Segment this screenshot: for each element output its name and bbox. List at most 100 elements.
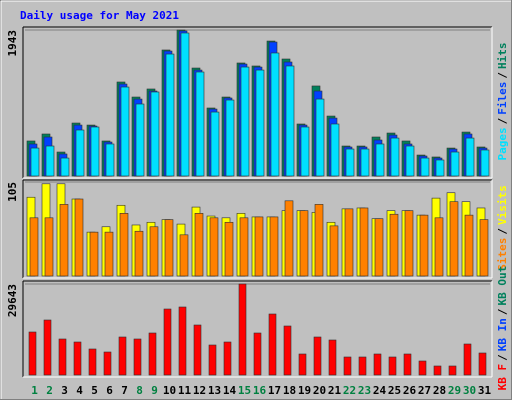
bar (103, 351, 112, 376)
bar (254, 216, 264, 277)
bar (358, 356, 367, 376)
bar (283, 325, 292, 376)
bar (59, 204, 69, 277)
bar (148, 332, 157, 376)
x-tick-label: 10 (163, 384, 176, 397)
bar (194, 213, 204, 277)
bar (195, 71, 205, 177)
bar (45, 145, 55, 177)
legend-entry: Files (496, 82, 509, 115)
bar (58, 338, 67, 376)
bar (479, 219, 489, 277)
bar (480, 149, 490, 177)
bar (73, 341, 82, 376)
bar (359, 207, 369, 277)
bar (163, 308, 172, 376)
bar (360, 148, 370, 177)
bar (420, 157, 430, 177)
legend: Sites / Visits (496, 185, 509, 271)
bar (88, 348, 97, 376)
bar (165, 53, 175, 177)
bar (328, 339, 337, 376)
chart-title: Daily usage for May 2021 (20, 9, 179, 22)
bar (315, 98, 325, 177)
x-tick-label: 18 (283, 384, 296, 397)
bar (253, 332, 262, 376)
bar (450, 151, 460, 177)
x-tick-label: 21 (328, 384, 342, 397)
legend-entry: Sites (496, 238, 509, 271)
bar (269, 216, 279, 277)
bar (329, 225, 339, 277)
bar (180, 32, 190, 177)
x-tick-label: 3 (61, 384, 68, 397)
bar (75, 129, 85, 177)
bar (90, 126, 100, 177)
bar (150, 91, 160, 177)
legend: Pages / Files / Hits (496, 43, 509, 161)
bar (74, 198, 84, 277)
bar (193, 324, 202, 376)
bar (314, 204, 324, 277)
x-tick-label: 23 (358, 384, 371, 397)
bar (60, 157, 70, 177)
legend-separator: / (496, 117, 509, 124)
x-tick-label: 16 (253, 384, 267, 397)
x-tick-label: 25 (388, 384, 401, 397)
bar (120, 86, 130, 177)
x-tick-label: 15 (238, 384, 251, 397)
bar (433, 365, 442, 376)
legend-entry: KB Out (496, 266, 509, 306)
bar (449, 201, 459, 277)
bar (463, 343, 472, 376)
bar (448, 365, 457, 376)
bar (104, 231, 114, 277)
x-tick-label: 2 (46, 384, 53, 397)
bar (208, 344, 217, 376)
x-tick-label: 9 (151, 384, 158, 397)
bar (239, 217, 249, 277)
bar (30, 147, 40, 177)
bar (375, 143, 385, 177)
bar (43, 319, 52, 376)
y-tick-label: 105 (6, 182, 19, 202)
bar (149, 226, 159, 277)
x-tick-label: 7 (121, 384, 128, 397)
legend-separator: / (496, 308, 509, 315)
legend-entry: Hits (496, 43, 509, 70)
bar (133, 338, 142, 376)
bar (465, 137, 475, 177)
x-tick-label: 12 (193, 384, 206, 397)
x-tick-label: 11 (178, 384, 192, 397)
bar (435, 159, 445, 177)
y-tick-label: 29643 (6, 284, 19, 317)
x-tick-label: 17 (268, 384, 281, 397)
bar (374, 218, 384, 277)
bar (210, 111, 220, 177)
x-tick-label: 28 (433, 384, 446, 397)
bar (389, 213, 399, 277)
bar (268, 313, 277, 376)
bar (299, 210, 309, 277)
x-tick-label: 1 (31, 384, 38, 397)
bar (119, 213, 129, 277)
bar (478, 352, 487, 376)
bar (44, 217, 54, 277)
bar (134, 230, 144, 277)
x-tick-label: 22 (343, 384, 356, 397)
bar (179, 234, 189, 277)
x-tick-label: 30 (463, 384, 476, 397)
x-tick-label: 29 (448, 384, 461, 397)
x-tick-label: 14 (223, 384, 237, 397)
bar (225, 99, 235, 177)
x-tick-label: 6 (106, 384, 113, 397)
legend-separator: / (496, 354, 509, 361)
bar (464, 214, 474, 277)
bar (164, 219, 174, 277)
x-tick-label: 20 (313, 384, 326, 397)
bar (403, 353, 412, 376)
bar (89, 231, 99, 277)
bar (418, 360, 427, 376)
x-tick-label: 27 (418, 384, 431, 397)
